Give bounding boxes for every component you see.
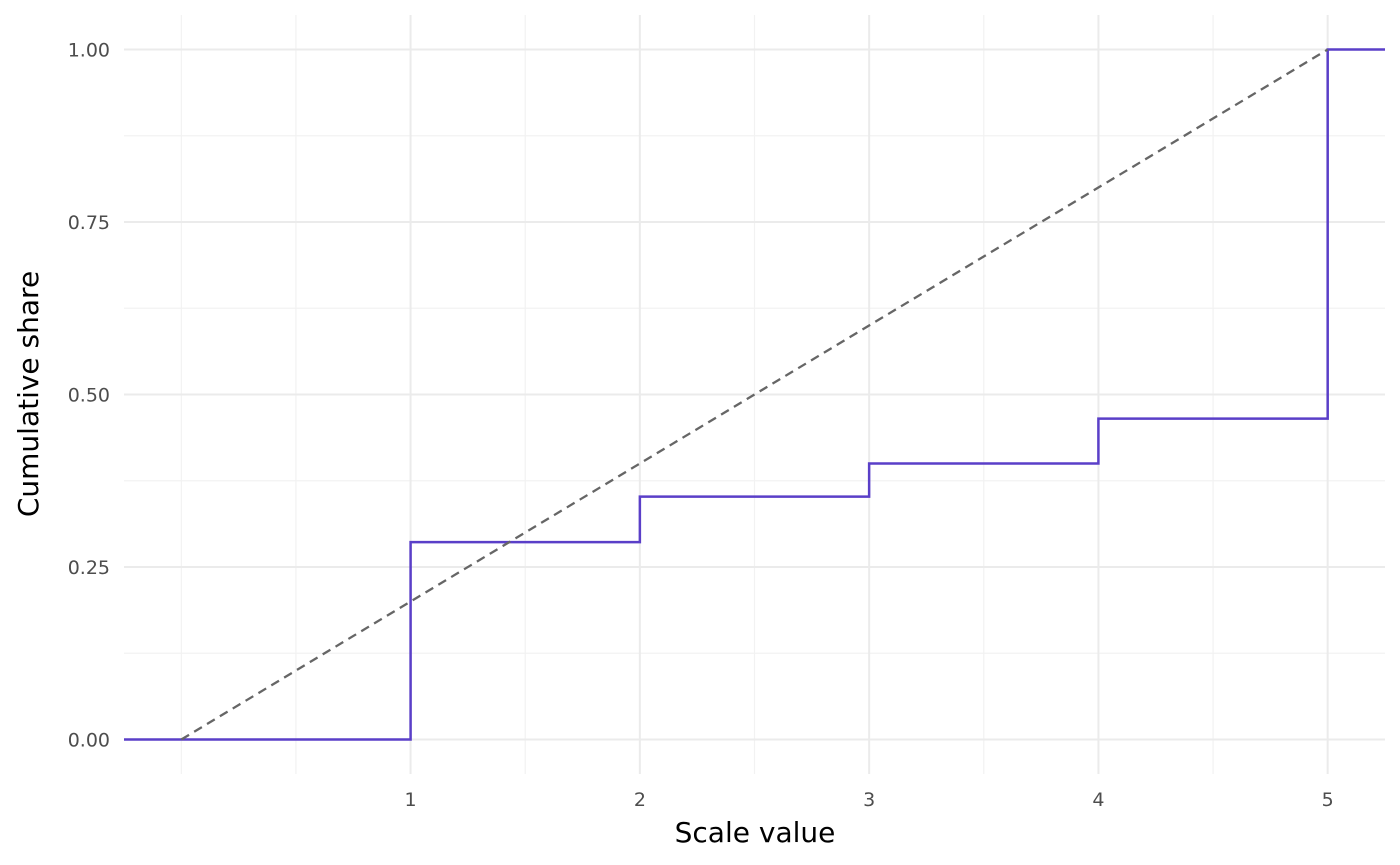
x-tick-label: 5 [1322,789,1334,811]
reference-diagonal-line [180,48,1329,741]
y-axis-ticks: 0.00 0.25 0.50 0.75 1.00 [68,40,110,752]
x-tick-label: 1 [405,789,417,811]
y-axis-title: Cumulative share [12,271,45,517]
x-axis-title: Scale value [675,816,836,849]
x-axis-ticks: 1 2 3 4 5 [405,789,1334,811]
cumulative-step-line [124,48,1385,741]
series-layer [124,48,1385,741]
y-tick-label: 1.00 [68,40,110,62]
y-tick-label: 0.50 [68,385,110,407]
y-tick-label: 0.25 [68,557,110,579]
y-tick-label: 0.75 [68,212,110,234]
x-tick-label: 4 [1092,789,1104,811]
y-tick-label: 0.00 [68,730,110,752]
grid [124,15,1385,774]
x-tick-label: 3 [863,789,875,811]
x-tick-label: 2 [634,789,646,811]
